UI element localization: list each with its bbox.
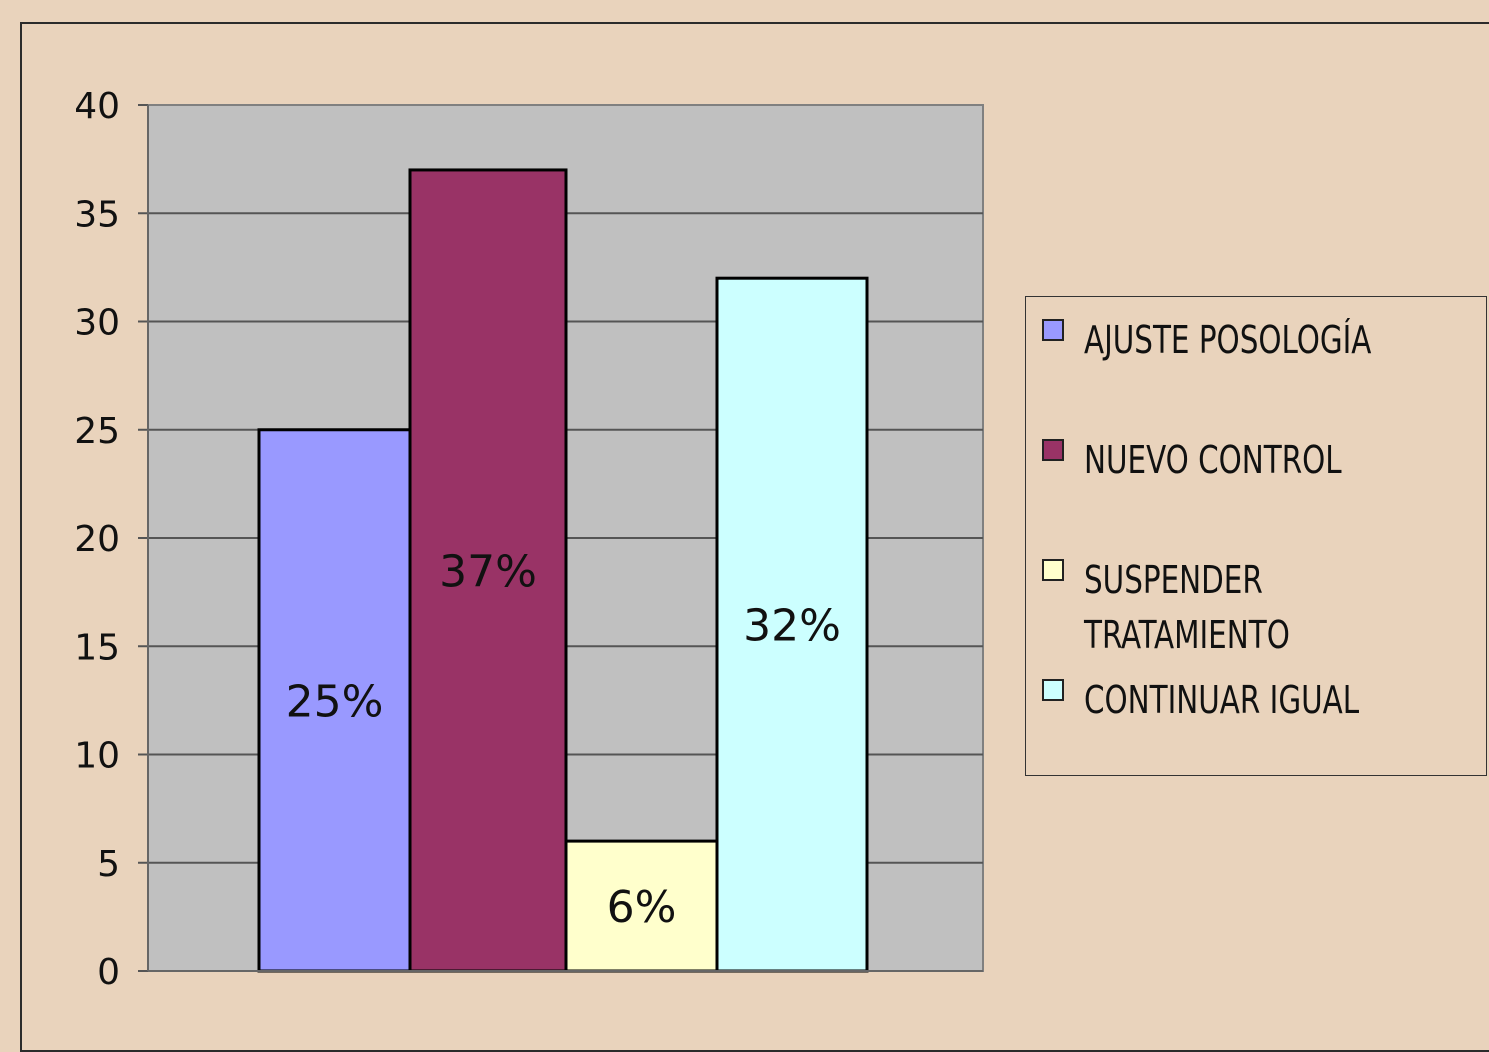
data-label-ajuste-posologia: 25% <box>286 676 384 727</box>
y-tick-label-30: 30 <box>74 303 120 344</box>
legend-swatch-continuar-igual <box>1042 679 1064 701</box>
y-tick-label-40: 40 <box>74 86 120 127</box>
legend-label-ajuste-posologia: AJUSTE POSOLOGÍA <box>1084 318 1372 362</box>
legend-label-continuar-igual: CONTINUAR IGUAL <box>1084 678 1360 722</box>
bar-nuevo-control <box>408 168 568 973</box>
bar-suspender-tratamiento <box>564 839 719 973</box>
bar-ajuste-posologia <box>257 428 412 973</box>
y-tick-label-10: 10 <box>74 736 120 777</box>
legend-swatch-suspender-tratamiento <box>1042 559 1064 581</box>
y-tick-label-15: 15 <box>74 627 120 668</box>
bar-continuar-igual <box>715 276 869 973</box>
legend-swatch-ajuste-posologia <box>1042 319 1064 341</box>
legend-swatch-nuevo-control <box>1042 439 1064 461</box>
plot-area: 0 5 10 15 20 25 30 35 40 25% 37% 6% 32% <box>74 86 984 993</box>
data-label-suspender-tratamiento: 6% <box>607 882 677 933</box>
y-tick-label-35: 35 <box>74 194 120 235</box>
y-tick-label-5: 5 <box>97 844 120 885</box>
legend-label-nuevo-control: NUEVO CONTROL <box>1084 438 1342 482</box>
y-tick-label-0: 0 <box>97 952 120 993</box>
legend-label-suspender-tratamiento: SUSPENDER TRATAMIENTO <box>1084 558 1290 657</box>
y-tick-label-20: 20 <box>74 519 120 560</box>
y-tick-label-25: 25 <box>74 411 120 452</box>
data-label-continuar-igual: 32% <box>743 601 841 652</box>
data-label-nuevo-control: 37% <box>439 546 537 597</box>
chart-legend: AJUSTE POSOLOGÍA NUEVO CONTROL SUSPENDER… <box>1025 296 1487 776</box>
